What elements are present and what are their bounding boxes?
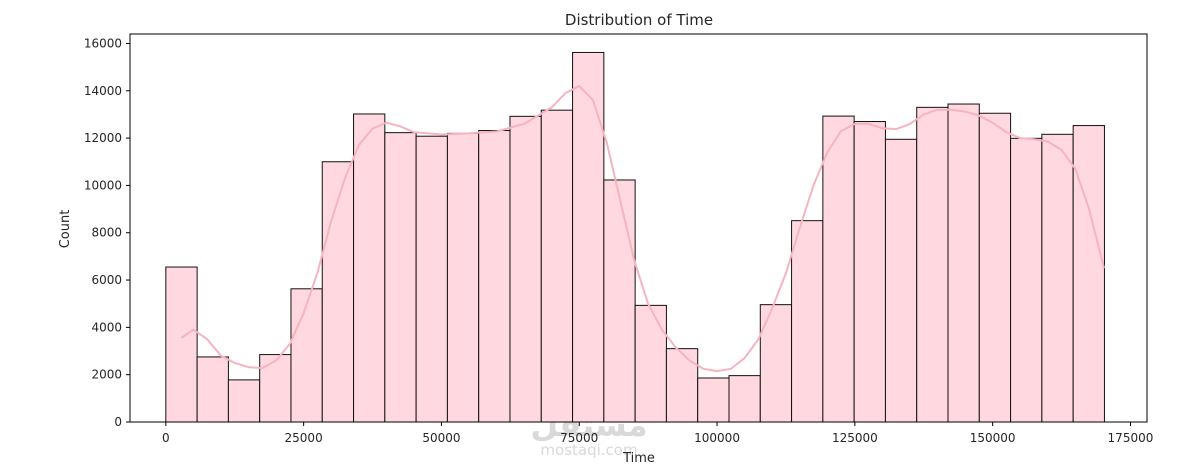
histogram-bar-24 [884,138,918,423]
y-tick-label: 4000 [91,320,122,334]
x-tick-label: 175000 [1108,431,1154,445]
histogram-bar-21 [791,220,824,423]
histogram-bar-13 [540,109,574,423]
histogram-bar-16 [634,304,667,423]
histogram-bar-26 [947,103,980,423]
histogram-bar-28 [1010,137,1043,423]
watermark-url-text: mostaqi.com [540,441,637,459]
histogram-bar-11 [478,130,511,423]
x-tick-label: 75000 [560,431,598,445]
y-tick-label: 12000 [84,131,122,145]
histogram-bar-29 [1041,133,1074,423]
y-tick-label: 16000 [84,36,122,50]
y-axis-ticks: 0 2000 4000 6000 8000 10000 12000 14000 16000 [84,36,130,429]
x-tick-label: 50000 [422,431,460,445]
histogram-bar-15 [603,179,636,423]
histogram-bar-1 [165,266,198,423]
y-tick-label: 0 [114,415,122,429]
histogram-bar-5 [290,288,323,423]
y-tick-label: 8000 [91,226,122,240]
histogram-bar-17 [665,348,699,423]
histogram-bar-4 [259,354,292,423]
histogram-bar-19 [728,375,761,423]
histogram-bar-22 [822,115,855,423]
x-axis-ticks: 0 25000 50000 75000 100000 125000 150000 175000 [162,422,1153,445]
plot-frame [129,33,1148,423]
histogram-bar-14 [572,51,605,423]
histogram-bar-3 [227,379,261,423]
x-axis-title: Time [622,451,655,466]
y-tick-label: 10000 [84,178,122,192]
histogram-bar-27 [978,112,1012,423]
kde-density-line [180,84,1105,373]
chart-title: Distribution of Time [565,11,713,29]
histogram-bar-2 [196,356,229,423]
histogram-bar-7 [353,113,386,423]
x-tick-label: 125000 [832,431,878,445]
histogram-bar-8 [384,132,417,423]
y-axis-title: Count [58,210,73,249]
histogram-bar-23 [853,121,886,423]
histogram-bar-30 [1072,125,1105,423]
histogram-bar-25 [916,106,949,423]
x-tick-label: 100000 [694,431,740,445]
y-tick-label: 2000 [91,368,122,382]
histogram-bar-18 [697,377,730,423]
y-tick-label: 14000 [84,84,122,98]
histogram-bar-9 [415,135,448,423]
histogram-bar-12 [509,115,542,423]
x-tick-label: 150000 [970,431,1016,445]
x-tick-label: 0 [162,431,170,445]
x-tick-label: 25000 [285,431,323,445]
histogram-bar-6 [321,161,355,423]
histogram-bars [165,51,1105,423]
y-tick-label: 6000 [91,273,122,287]
histogram-bar-10 [446,132,480,423]
